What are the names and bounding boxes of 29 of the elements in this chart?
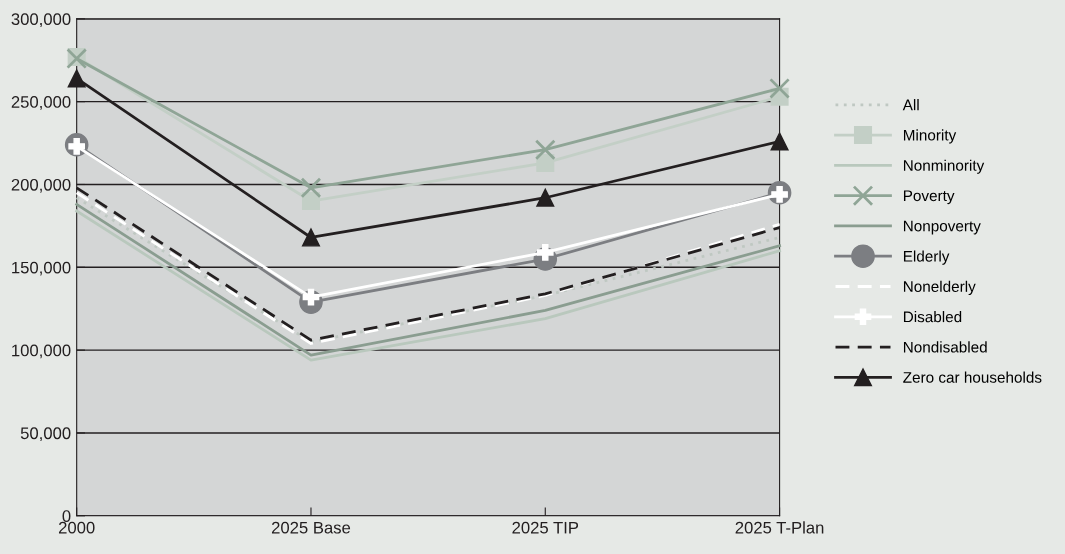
legend-label: Poverty [903, 190, 955, 205]
legend-label: All [902, 99, 919, 111]
point [300, 177, 322, 199]
y-tick-label: 50,000 [20, 427, 71, 442]
x-tick-label: 2025 T-Plan [735, 521, 824, 534]
point [534, 139, 556, 161]
legend-label: Minority [903, 129, 957, 144]
point [301, 228, 321, 247]
point [301, 192, 321, 211]
y-tick-label: 0 [62, 510, 71, 522]
legend-label: Zero car households [903, 371, 1042, 383]
y-tick-label: 200,000 [11, 178, 71, 193]
point [67, 69, 86, 88]
point [536, 188, 555, 207]
y-tick-label: 150,000 [12, 261, 71, 276]
x-tick-label: 2000 [58, 521, 95, 534]
point [769, 77, 790, 99]
legend-label: Elderly [903, 250, 950, 265]
y-tick-label: 250,000 [11, 96, 71, 110]
legend-label: Nonpoverty [903, 220, 981, 235]
y-tick-label: 300,000 [11, 13, 71, 28]
legend-label: Nonelderly [903, 280, 976, 295]
legend-label: Disabled [903, 311, 962, 323]
point [770, 132, 789, 151]
x-tick-label: 2025 Base [271, 521, 351, 534]
x-tick-label: 2025 TIP [512, 521, 579, 534]
legend-label: Nondisabled [903, 341, 987, 353]
legend-label: Nonminority [903, 159, 985, 174]
y-tick-label: 100,000 [12, 344, 71, 359]
